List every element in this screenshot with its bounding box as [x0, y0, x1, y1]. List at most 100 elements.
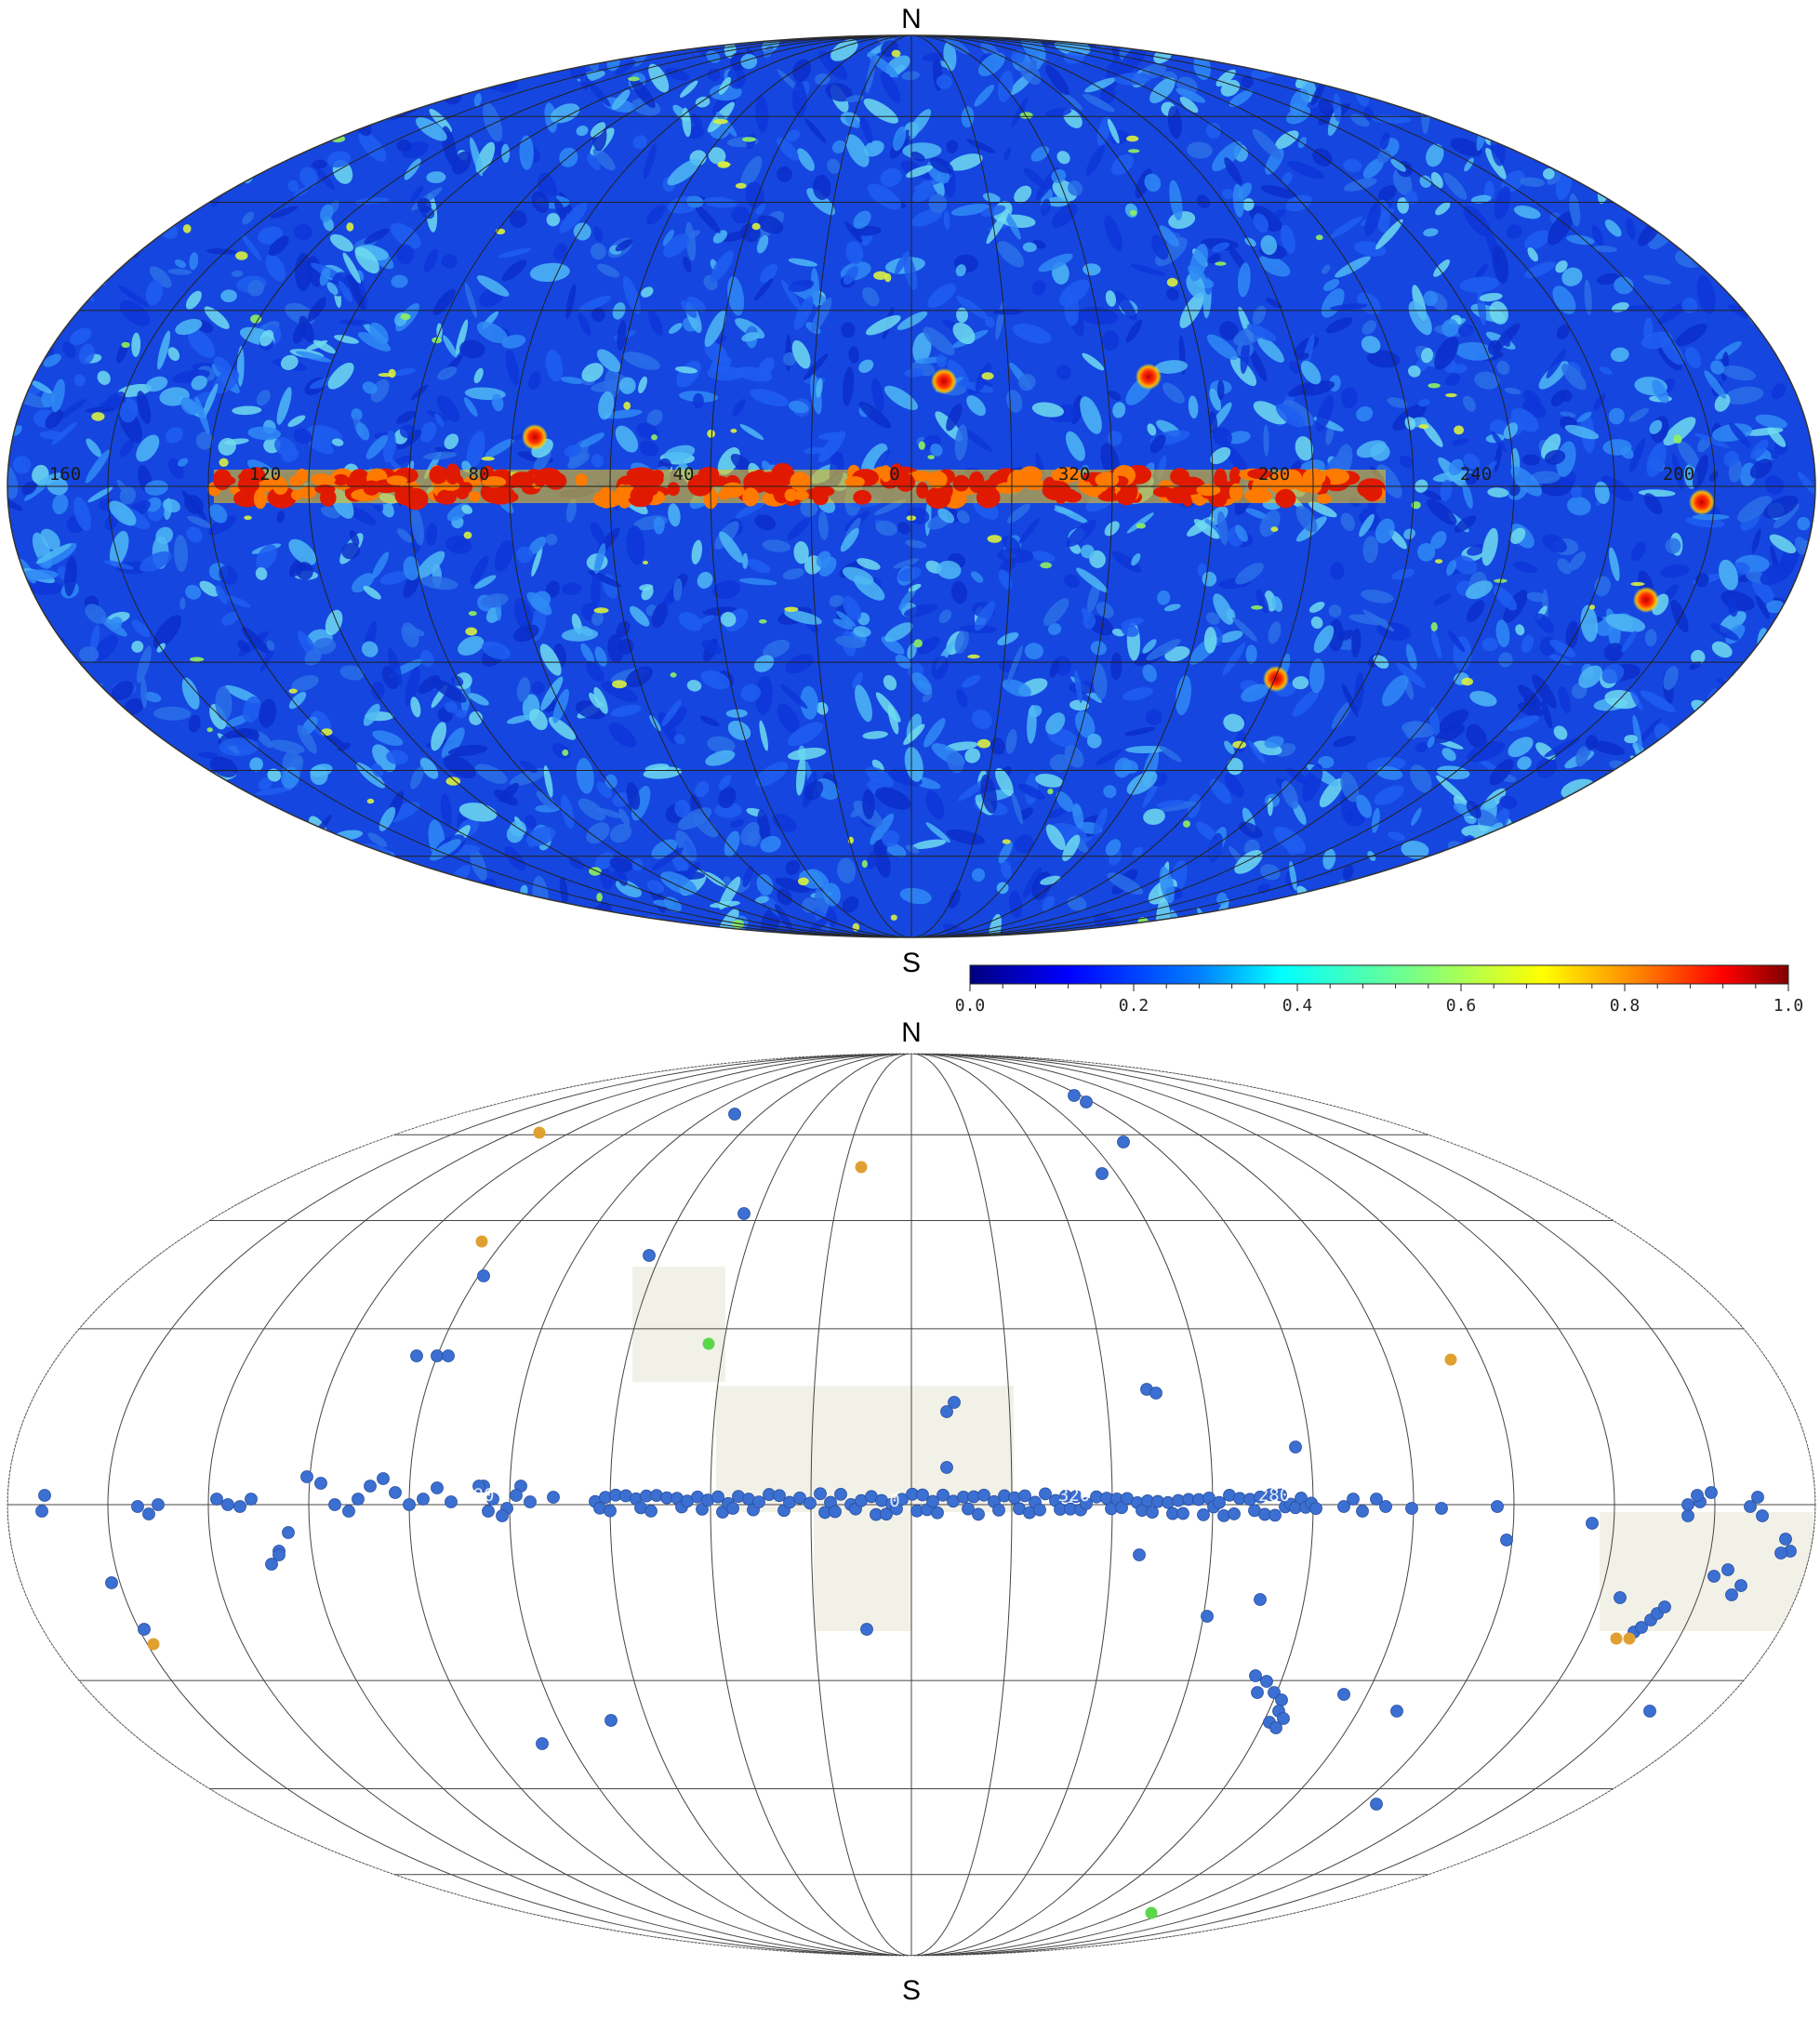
- noise-blob: [131, 640, 144, 653]
- longitude-label: 120: [249, 464, 281, 485]
- noise-spot: [468, 611, 477, 617]
- noise-blob: [1095, 749, 1123, 766]
- noise-blob: [1154, 360, 1189, 374]
- noise-blob: [1609, 35, 1623, 52]
- noise-blob: [1405, 644, 1417, 670]
- longitude-label: 280: [1258, 464, 1290, 485]
- noise-blob: [1318, 99, 1334, 116]
- noise-blob: [12, 456, 32, 474]
- noise-blob: [1700, 155, 1709, 185]
- source-marker: [880, 1507, 893, 1521]
- noise-blob: [291, 674, 319, 692]
- noise-blob: [1494, 186, 1511, 220]
- noise-blob: [1189, 243, 1208, 282]
- noise-blob: [1357, 292, 1381, 315]
- noise-blob: [692, 813, 718, 838]
- noise-blob: [663, 445, 696, 461]
- noise-blob: [1479, 460, 1497, 479]
- noise-blob: [432, 288, 456, 316]
- noise-blob: [357, 331, 392, 352]
- source-marker: [1068, 1089, 1081, 1102]
- noise-blob: [1260, 185, 1297, 199]
- noise-blob: [1299, 380, 1335, 396]
- noise-blob: [46, 900, 80, 917]
- noise-blob: [367, 832, 388, 847]
- noise-blob: [1108, 390, 1122, 401]
- noise-blob: [1130, 264, 1166, 276]
- noise-blob: [804, 780, 824, 801]
- noise-blob: [630, 76, 656, 109]
- noise-blob: [1479, 292, 1503, 302]
- noise-blob: [393, 367, 416, 377]
- noise-blob: [480, 593, 509, 608]
- noise-blob: [1409, 65, 1428, 82]
- longitude-label: 40: [673, 464, 695, 485]
- noise-blob: [1569, 192, 1581, 227]
- noise-blob: [1142, 664, 1157, 683]
- noise-blob: [377, 926, 401, 937]
- noise-blob: [283, 826, 300, 843]
- noise-blob: [1162, 382, 1185, 404]
- noise-blob: [917, 636, 940, 655]
- noise-blob: [131, 186, 165, 195]
- noise-blob: [545, 533, 558, 546]
- noise-blob: [320, 204, 334, 222]
- noise-blob: [1093, 807, 1108, 836]
- source-marker: [431, 1349, 444, 1362]
- noise-blob: [1609, 547, 1620, 581]
- noise-blob: [1375, 884, 1392, 900]
- band-blob: [233, 489, 261, 508]
- band-blob: [445, 463, 460, 485]
- noise-blob: [1015, 834, 1034, 854]
- noise-blob: [27, 580, 63, 595]
- noise-blob: [20, 845, 46, 855]
- noise-blob: [1212, 140, 1242, 172]
- noise-blob: [997, 70, 1014, 102]
- noise-blob: [705, 750, 736, 766]
- noise-blob: [191, 774, 204, 786]
- noise-blob: [531, 681, 545, 695]
- noise-blob: [53, 86, 60, 117]
- noise-blob: [910, 152, 925, 162]
- noise-blob: [863, 98, 898, 124]
- top-north-label: N: [901, 4, 922, 34]
- noise-blob: [1054, 505, 1090, 524]
- noise-blob: [509, 210, 527, 229]
- noise-blob: [695, 96, 711, 108]
- noise-blob: [806, 188, 835, 216]
- noise-blob: [905, 539, 927, 549]
- noise-blob: [1614, 102, 1646, 124]
- noise-blob: [1329, 216, 1363, 239]
- noise-blob: [331, 438, 344, 446]
- noise-blob: [55, 398, 87, 422]
- source-marker: [948, 1396, 961, 1409]
- noise-blob: [1458, 35, 1474, 46]
- noise-blob: [1522, 94, 1530, 115]
- noise-blob: [862, 789, 875, 820]
- noise-blob: [836, 610, 857, 627]
- noise-blob: [56, 35, 80, 44]
- noise-blob: [457, 885, 479, 909]
- noise-spot: [1651, 844, 1659, 854]
- noise-blob: [559, 877, 568, 905]
- noise-blob: [638, 376, 647, 393]
- noise-blob: [1595, 141, 1613, 158]
- noise-blob: [1777, 672, 1798, 694]
- noise-blob: [1563, 863, 1577, 900]
- noise-blob: [1710, 360, 1725, 375]
- noise-blob: [1038, 253, 1073, 272]
- noise-blob: [1113, 51, 1125, 80]
- noise-blob: [526, 591, 552, 616]
- noise-blob: [1328, 35, 1342, 55]
- noise-blob: [1467, 741, 1506, 763]
- top-longitude-labels: 160 120 80 40 0 320 280 240 200: [49, 464, 1694, 485]
- source-marker: [992, 1503, 1005, 1517]
- noise-blob: [1335, 444, 1353, 477]
- noise-blob: [1002, 679, 1032, 697]
- noise-blob: [903, 723, 925, 746]
- noise-blob: [590, 243, 606, 260]
- noise-blob: [639, 584, 654, 591]
- noise-blob: [1455, 67, 1464, 83]
- noise-blob: [473, 367, 484, 384]
- noise-blob: [925, 790, 945, 820]
